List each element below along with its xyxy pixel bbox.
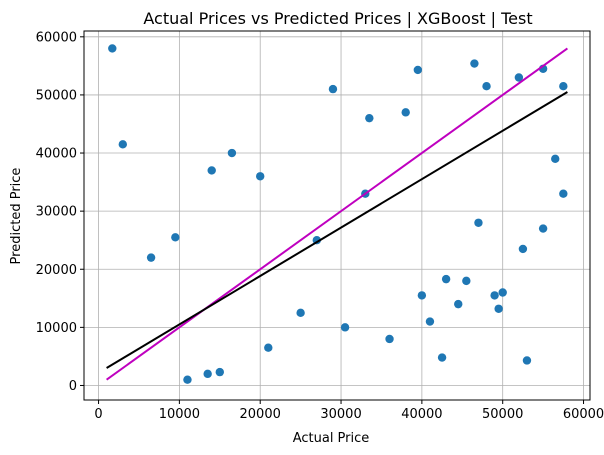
- data-point: [227, 148, 237, 158]
- data-point: [559, 82, 568, 91]
- scatter-points: [108, 44, 568, 384]
- data-point: [437, 353, 447, 362]
- data-point: [514, 73, 524, 82]
- data-point: [470, 59, 479, 68]
- y-tick-label: 40000: [36, 147, 77, 162]
- data-point: [118, 140, 127, 149]
- data-point: [256, 172, 265, 181]
- x-tick-label: 10000: [159, 407, 200, 422]
- data-point: [462, 276, 471, 286]
- data-point: [108, 44, 117, 53]
- data-point: [425, 317, 435, 326]
- x-tick-label: 30000: [320, 407, 361, 422]
- data-point: [328, 84, 338, 94]
- data-point: [146, 253, 156, 262]
- data-point: [441, 274, 451, 284]
- data-point: [538, 224, 548, 233]
- x-tick-label: 50000: [482, 407, 523, 422]
- trend-lines: [106, 47, 568, 381]
- data-point: [490, 291, 499, 300]
- data-point: [215, 367, 224, 377]
- data-point: [264, 343, 273, 352]
- data-point: [417, 291, 427, 300]
- y-tick-label: 60000: [36, 30, 77, 45]
- plot-frame: [83, 30, 591, 401]
- y-tick-label: 0: [69, 379, 77, 394]
- data-point: [183, 375, 192, 384]
- fit-line: [106, 91, 568, 369]
- data-point: [296, 308, 305, 318]
- identity-line: [106, 47, 568, 381]
- data-point: [454, 299, 463, 309]
- data-point: [385, 334, 394, 344]
- y-tick-label: 10000: [36, 321, 77, 336]
- x-axis-ticks: 0 10000 20000 30000 40000 50000 60000: [94, 400, 604, 422]
- data-point: [551, 154, 560, 164]
- x-tick-label: 0: [94, 407, 102, 422]
- y-tick-label: 50000: [36, 88, 77, 103]
- data-point: [498, 288, 507, 297]
- data-point: [522, 356, 532, 365]
- data-point: [401, 108, 410, 117]
- data-point: [482, 82, 491, 91]
- data-point: [203, 369, 212, 379]
- data-point: [518, 244, 528, 254]
- x-axis-label: Actual Price: [293, 431, 370, 446]
- chart-title: Actual Prices vs Predicted Prices | XGBo…: [143, 9, 532, 28]
- data-point: [340, 323, 350, 332]
- x-tick-label: 60000: [563, 407, 604, 422]
- y-axis-label: Predicted Price: [9, 168, 24, 265]
- data-point: [171, 233, 180, 242]
- data-point: [474, 218, 483, 227]
- y-tick-label: 20000: [36, 263, 77, 278]
- data-point: [494, 304, 503, 313]
- y-tick-label: 30000: [36, 205, 77, 220]
- x-tick-label: 20000: [240, 407, 281, 422]
- data-point: [365, 113, 374, 123]
- data-point: [207, 166, 216, 175]
- data-point: [559, 189, 568, 198]
- y-axis-ticks: 0 10000 20000 30000 40000 50000 60000: [36, 30, 84, 394]
- data-point: [413, 65, 423, 75]
- grid: [84, 31, 590, 400]
- x-tick-label: 40000: [401, 407, 442, 422]
